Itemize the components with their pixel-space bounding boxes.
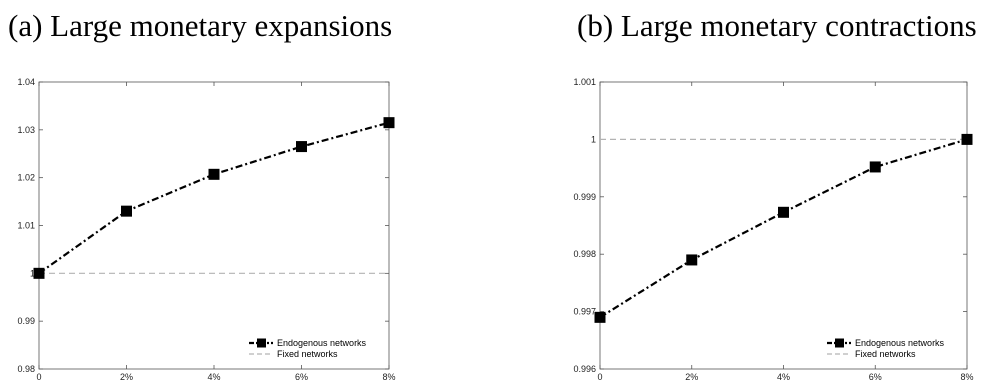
legend-swatch-endogenous-marker [257, 338, 266, 348]
legend-label-endogenous: Endogenous networks [855, 338, 945, 348]
chart-title: (a) Large monetary expansions [8, 8, 393, 43]
data-point-endogenous [33, 267, 45, 279]
series-line-endogenous-networks [38, 121, 390, 275]
plot-frame [599, 81, 968, 370]
y-tick-label: 1.04 [17, 77, 35, 87]
y-tick-label: 0.999 [573, 192, 596, 202]
y-tick-label: 1 [591, 134, 596, 144]
legend-label-fixed: Fixed networks [277, 349, 338, 359]
data-point-endogenous [208, 168, 220, 180]
y-tick-label: 0.99 [17, 316, 35, 326]
chart-expansions: 0.980.9911.011.021.031.0402%4%6%8%Moneta… [17, 77, 395, 383]
data-point-endogenous [686, 254, 698, 266]
legend-label-endogenous: Endogenous networks [277, 338, 367, 348]
data-point-endogenous [961, 133, 973, 145]
data-point-endogenous [869, 161, 881, 173]
x-tick-label: 2% [120, 372, 133, 382]
chart-panel-expansions: (a) Large monetary expansions 0.98 0.99 1 1… [8, 8, 396, 383]
y-tick-label: 0.996 [573, 364, 596, 374]
plot-frame [38, 81, 390, 370]
data-point-endogenous [296, 141, 307, 153]
y-tick-label: 1 [30, 268, 35, 278]
y-tick-label: 1.01 [17, 221, 35, 231]
y-tick-label: 1.03 [17, 125, 35, 135]
x-tick-label: 4% [777, 372, 790, 382]
x-tick-label: 0 [36, 372, 41, 382]
data-point-endogenous [594, 311, 606, 323]
data-point-endogenous [383, 117, 395, 129]
data-point-endogenous [121, 205, 132, 217]
x-tick-label: 8% [960, 372, 973, 382]
chart-title: (b) Large monetary contractions [577, 8, 977, 43]
chart-panel-contractions: (b) Large monetary contractions 0.996 0.9… [495, 0, 989, 383]
y-tick-label: 1.02 [17, 173, 35, 183]
y-tick-label: 0.997 [573, 307, 596, 317]
chart-contractions: 0.9960.9970.9980.99911.00102%4%6%8%Monet… [573, 77, 973, 383]
legend-swatch-endogenous-marker [835, 338, 844, 348]
x-tick-label: 0 [597, 372, 602, 382]
y-tick-label: 0.998 [573, 249, 596, 259]
x-tick-label: 4% [207, 372, 220, 382]
y-tick-label: 1.001 [573, 77, 596, 87]
y-tick-label: 0.98 [17, 364, 35, 374]
data-point-endogenous [778, 206, 789, 218]
legend-label-fixed: Fixed networks [855, 349, 916, 359]
x-tick-label: 8% [382, 372, 395, 382]
series-line-endogenous-networks [599, 138, 968, 319]
x-tick-label: 6% [295, 372, 308, 382]
x-tick-label: 6% [869, 372, 882, 382]
x-tick-label: 2% [685, 372, 698, 382]
